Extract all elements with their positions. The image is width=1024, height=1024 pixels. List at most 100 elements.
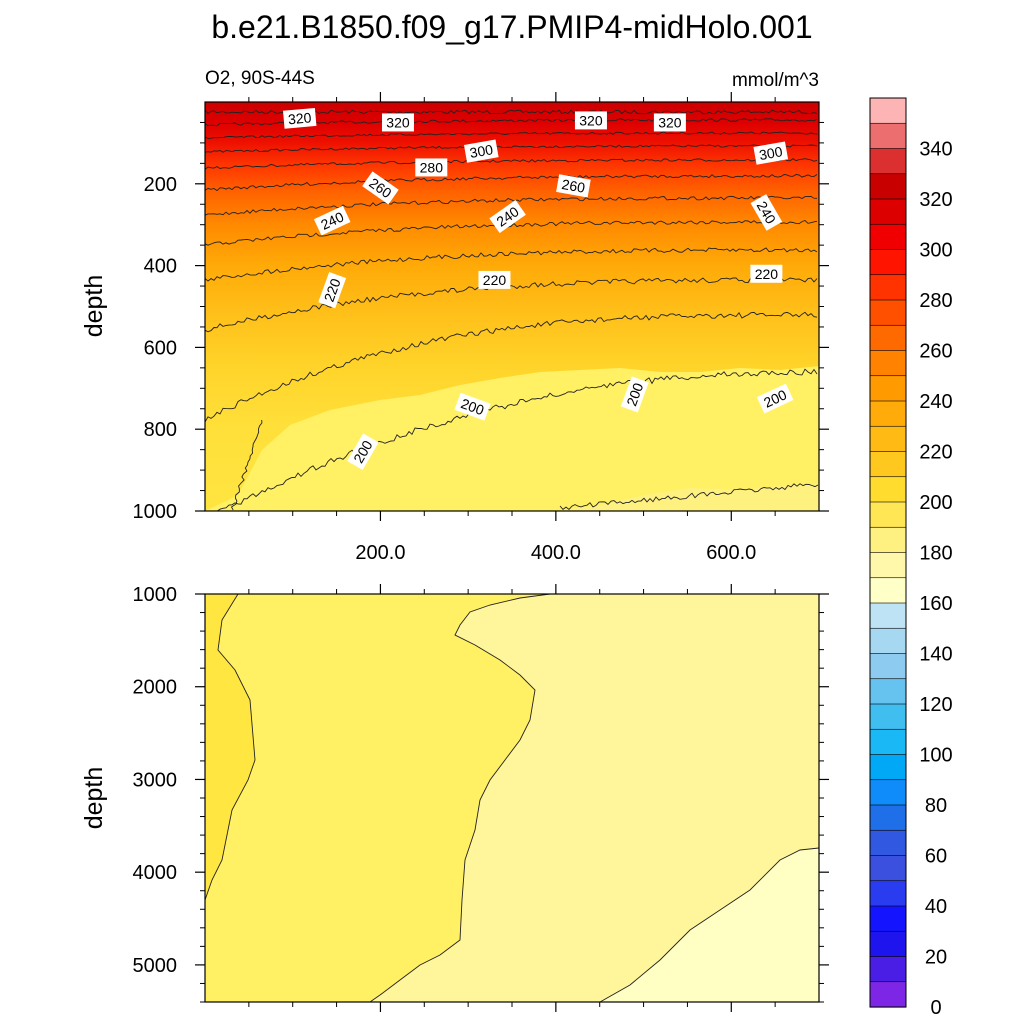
contour-line [205,131,818,139]
y-tick-label: 400 [144,256,177,278]
contour-label: 220 [318,272,347,309]
contour-label: 320 [283,107,317,129]
lower-ylabel: depth [80,767,108,830]
colorbar-label: 140 [919,644,952,666]
contour-line [559,483,819,511]
contour-line [205,144,818,153]
upper-light-region [205,366,819,511]
colorbar-swatch [869,198,907,225]
contour-label-text: 220 [483,272,507,288]
contour-label: 220 [750,264,783,283]
colorbar-swatch [869,956,907,983]
colorbar-swatch [869,981,907,1008]
x-tick-label: 600.0 [706,542,756,564]
y-tick-label: 2000 [133,677,178,699]
y-tick-label: 600 [144,337,177,359]
colorbar-swatch [869,678,907,705]
contour-label: 280 [415,158,448,177]
lower-region-170 [600,848,819,1002]
colorbar-label: 240 [919,391,952,413]
colorbar-label: 300 [919,240,952,262]
colorbar-label: 100 [919,745,952,767]
colorbar-swatch [869,552,907,579]
colorbar-swatch [869,375,907,402]
contour-label: 260 [556,174,591,198]
contour-label-text: 220 [755,266,779,282]
upper-right-label: mmol/m^3 [732,70,819,91]
contour-label-text: 320 [658,114,682,130]
contour-label: 200 [620,376,649,413]
colorbar-label: 220 [919,442,952,464]
colorbar-swatch [869,324,907,352]
colorbar-label: 120 [919,694,952,716]
colorbar-label: 200 [919,492,952,514]
lower-ticks: 1000 2000 3000 4000 5000 [133,584,829,1012]
colorbar: 3403203002802602402202001801601401201008… [869,97,953,1019]
colorbar-swatch [869,526,907,554]
x-tick-label: 200.0 [355,542,405,564]
lower-region-180 [370,594,819,1002]
colorbar-swatch [869,728,907,756]
contour-label-text: 200 [623,381,646,409]
colorbar-label: 320 [919,189,952,211]
upper-ticks: 200 400 600 800 1000 200.0 400.0 600.0 [133,92,829,564]
colorbar-swatch [869,855,907,882]
contour-label-text: 300 [468,141,494,161]
colorbar-label: 260 [919,341,952,363]
contour-line [205,158,818,170]
colorbar-swatch [869,400,907,427]
colorbar-label: 0 [930,997,941,1019]
colorbar-swatch [869,880,907,907]
y-tick-label: 1000 [133,501,178,523]
y-tick-label: 800 [144,419,177,441]
colorbar-swatch [869,930,907,958]
contour-line [205,195,818,216]
upper-ylabel: depth [80,275,108,338]
colorbar-swatch [869,829,907,857]
colorbar-swatch [869,249,907,276]
colorbar-label: 180 [919,543,952,565]
contour-label-text: 220 [321,276,344,304]
colorbar-swatch [869,804,907,831]
lower-contour-lines [205,594,819,1002]
contour-label-text: 200 [459,395,487,418]
contour-label: 320 [381,113,414,132]
colorbar-swatch [869,501,907,528]
contour-label: 320 [574,111,607,130]
contour-label-text: 320 [579,112,603,128]
colorbar-label: 60 [925,846,947,868]
colorbar-swatch [869,653,907,680]
contour-line [205,247,818,282]
y-tick-label: 1000 [133,584,178,606]
y-tick-label: 5000 [133,955,178,977]
colorbar-swatch [869,779,907,806]
contour-label: 220 [478,270,511,289]
upper-left-label: O2, 90S-44S [205,68,315,89]
contour-line [230,419,263,511]
contour-line [205,276,818,333]
upper-lighter-region [560,484,819,511]
colorbar-swatch [869,299,907,326]
lower-panel: 1000 2000 3000 4000 5000 depth [80,584,829,1012]
colorbar-swatch [869,905,907,932]
y-tick-label: 3000 [133,769,178,791]
colorbar-swatch [869,425,907,453]
contour-label-text: 280 [420,159,444,175]
colorbar-label: 340 [919,139,952,161]
colorbar-swatch [869,627,907,655]
colorbar-swatch [869,602,907,629]
x-tick-label: 400.0 [531,542,581,564]
colorbar-swatch [869,97,907,124]
y-tick-label: 4000 [133,862,178,884]
contour-line [216,368,818,511]
contour-label-text: 300 [758,143,784,163]
colorbar-label: 20 [925,947,947,969]
contour-label: 200 [454,392,491,421]
contour-label: 300 [753,141,789,165]
colorbar-swatch [869,274,907,301]
contour-line [205,219,818,246]
colorbar-swatch [869,754,907,781]
upper-contour-lines [205,109,819,511]
